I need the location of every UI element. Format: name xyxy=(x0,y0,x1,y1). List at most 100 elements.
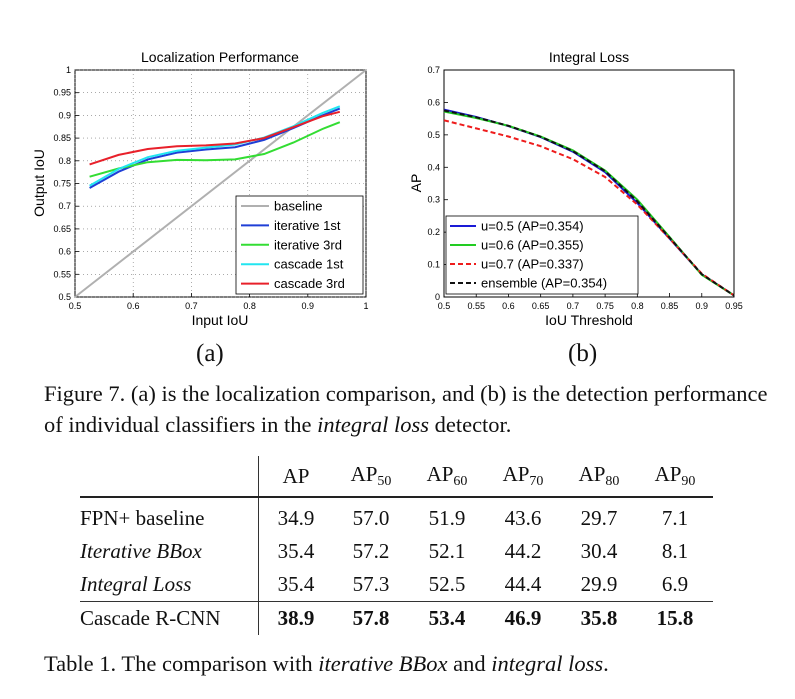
figure-caption-end: detector. xyxy=(428,412,512,437)
y-tick-label: 0.8 xyxy=(58,156,71,166)
x-axis-label: Input IoU xyxy=(192,312,249,328)
table-cell: 35.4 xyxy=(277,572,315,596)
row-name-integral-loss: Integral Loss xyxy=(80,568,259,602)
table-row: Cascade R-CNN 38.9 57.8 53.4 46.9 35.8 1… xyxy=(80,601,713,635)
legend-entry: cascade 3rd xyxy=(274,276,345,291)
x-tick-label: 0.8 xyxy=(243,301,256,311)
localization-performance-chart: Localization Performance 0.5 0.6 0.7 0.8 0.9… xyxy=(31,49,369,328)
table-header-corner xyxy=(80,456,259,498)
x-tick-label: 0.95 xyxy=(725,301,743,311)
y-tick-label: 0.85 xyxy=(53,133,71,143)
y-tick-label: 0.6 xyxy=(427,97,440,107)
x-tick-label: 0.7 xyxy=(185,301,198,311)
series-line-4 xyxy=(89,105,341,187)
table-header-row: AP AP50 AP60 AP70 AP80 AP90 xyxy=(80,456,713,498)
legend-entry: baseline xyxy=(274,199,322,214)
table-cell: 44.4 xyxy=(504,572,542,596)
x-tick-label: 1 xyxy=(363,301,368,311)
table-cell: 7.1 xyxy=(661,506,689,530)
y-tick-label: 0 xyxy=(435,292,440,302)
table-cell: 57.8 xyxy=(333,601,409,635)
y-tick-label: 0.4 xyxy=(427,162,440,172)
table-cell: 30.4 xyxy=(580,539,618,563)
chart-title: Integral Loss xyxy=(549,49,629,65)
table-header-ap80: AP80 xyxy=(561,456,637,498)
table-cell: 53.4 xyxy=(409,601,485,635)
table-header-ap60: AP60 xyxy=(409,456,485,498)
x-tick-label: 0.9 xyxy=(696,301,709,311)
y-tick-label: 0.3 xyxy=(427,195,440,205)
results-table: AP AP50 AP60 AP70 AP80 AP90 FPN+ baselin… xyxy=(80,456,713,635)
x-tick-label: 0.7 xyxy=(567,301,580,311)
table-cell: 15.8 xyxy=(637,601,713,635)
table-cell: 51.9 xyxy=(428,506,466,530)
y-tick-label: 0.75 xyxy=(53,179,71,189)
y-tick-label: 0.7 xyxy=(427,65,440,75)
y-ticks: 0 0.1 0.2 0.3 0.4 0.5 0.6 0.7 xyxy=(427,65,448,302)
y-tick-label: 0.55 xyxy=(53,269,71,279)
table-row: FPN+ baseline 34.9 57.0 51.9 43.6 29.7 7… xyxy=(80,497,713,535)
table-cell: 46.9 xyxy=(485,601,561,635)
table-cell: 57.0 xyxy=(352,506,390,530)
grid xyxy=(74,69,367,298)
x-tick-label: 0.65 xyxy=(532,301,550,311)
table-row: Integral Loss 35.4 57.3 52.5 44.4 29.9 6… xyxy=(80,568,713,602)
legend-entry: u=0.5 (AP=0.354) xyxy=(481,219,584,234)
subfigure-label-a: (a) xyxy=(196,340,224,367)
x-tick-label: 0.5 xyxy=(438,301,451,311)
y-tick-label: 1 xyxy=(66,65,71,75)
table-cell: 57.3 xyxy=(352,572,390,596)
table-header-ap90: AP90 xyxy=(637,456,713,498)
row-name-fpn-baseline: FPN+ baseline xyxy=(80,497,259,535)
y-ticks: 0.5 0.55 0.6 0.65 0.7 0.75 0.8 0.85 0.9 0.95 1 xyxy=(53,65,79,302)
legend-entry: iterative 3rd xyxy=(274,237,342,252)
legend-entry: cascade 1st xyxy=(274,257,344,272)
legend-box xyxy=(445,215,639,295)
table-header-ap50: AP50 xyxy=(333,456,409,498)
x-tick-label: 0.55 xyxy=(467,301,485,311)
y-tick-label: 0.7 xyxy=(58,201,71,211)
table-cell: 29.7 xyxy=(580,506,618,530)
y-tick-label: 0.5 xyxy=(427,130,440,140)
x-tick-label: 0.75 xyxy=(596,301,614,311)
series-lines xyxy=(74,69,367,298)
y-tick-label: 0.5 xyxy=(58,292,71,302)
series-line-5 xyxy=(89,110,341,166)
series-lines xyxy=(443,108,735,297)
table-cell: 44.2 xyxy=(504,539,542,563)
legend-entry: ensemble (AP=0.354) xyxy=(481,276,607,291)
x-tick-label: 0.85 xyxy=(661,301,679,311)
x-ticks: 0.5 0.6 0.7 0.8 0.9 1 xyxy=(69,293,369,311)
table-cell: 34.9 xyxy=(277,506,315,530)
x-tick-label: 0.6 xyxy=(502,301,515,311)
table-cell: 29.9 xyxy=(580,572,618,596)
integral-loss-chart: Integral Loss 0.5 0.55 0.6 0.65 0.7 0.75 0.8 0.… xyxy=(408,49,743,328)
y-tick-label: 0.2 xyxy=(427,227,440,237)
legend-entry: iterative 1st xyxy=(274,218,341,233)
series-line-3 xyxy=(89,121,341,178)
y-tick-label: 0.6 xyxy=(58,247,71,257)
x-tick-label: 0.9 xyxy=(302,301,315,311)
table-cell: 57.2 xyxy=(352,539,390,563)
legend: u=0.5 (AP=0.354) u=0.6 (AP=0.355) u=0.7 (A… xyxy=(445,215,639,295)
y-axis-label: Output IoU xyxy=(31,149,47,217)
y-tick-label: 0.65 xyxy=(53,224,71,234)
plot-frame xyxy=(443,69,735,298)
table-cell: 43.6 xyxy=(504,506,542,530)
table-cell: 6.9 xyxy=(661,572,689,596)
figure-caption: Figure 7. (a) is the localization compar… xyxy=(44,378,774,440)
table-row: Iterative BBox 35.4 57.2 52.1 44.2 30.4 … xyxy=(80,535,713,568)
table-cell: 35.4 xyxy=(277,539,315,563)
figure-caption-text: Figure 7. (a) is the localization compar… xyxy=(44,381,768,437)
table-cell: 38.9 xyxy=(258,601,333,635)
y-tick-label: 0.95 xyxy=(53,88,71,98)
legend: baseline iterative 1st iterative 3rd cascad… xyxy=(235,195,364,295)
y-axis-label: AP xyxy=(408,174,424,193)
x-tick-label: 0.8 xyxy=(631,301,644,311)
row-name-iterative-bbox: Iterative BBox xyxy=(80,535,259,568)
table-header-ap70: AP70 xyxy=(485,456,561,498)
legend-entry: u=0.7 (AP=0.337) xyxy=(481,257,584,272)
table-cell: 52.5 xyxy=(428,572,466,596)
table-cell: 52.1 xyxy=(428,539,466,563)
subfigure-label-b: (b) xyxy=(568,340,598,367)
